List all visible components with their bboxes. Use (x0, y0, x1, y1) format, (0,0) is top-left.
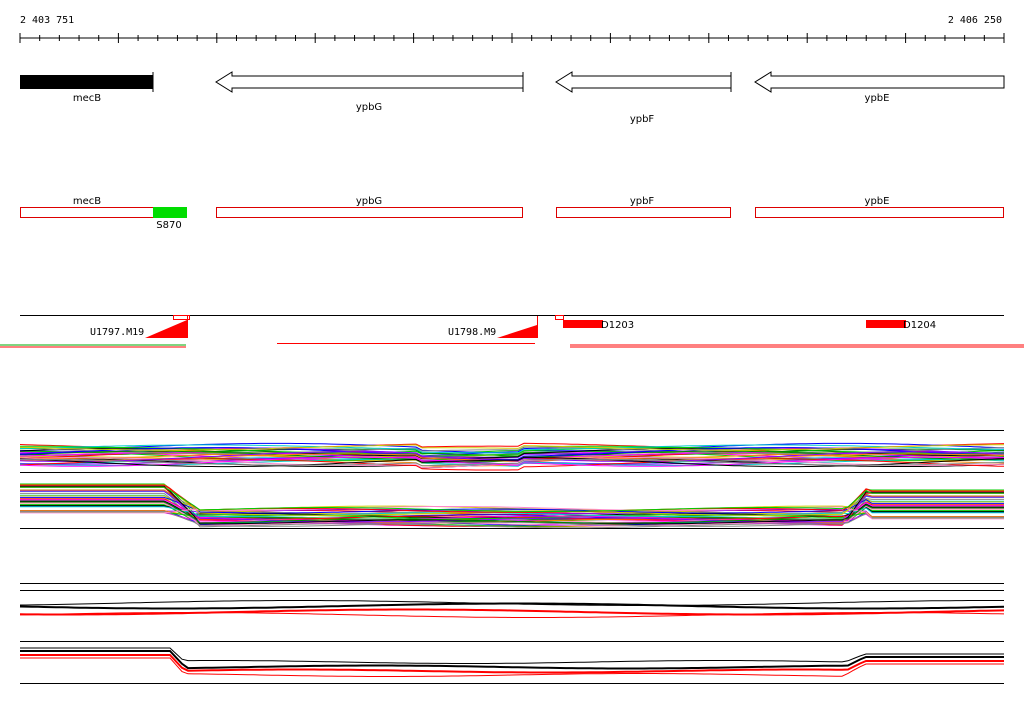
feature-D1203-marker (555, 315, 564, 320)
gene-label-ypbE: ypbE (865, 93, 890, 104)
feature-label-D1203: D1203 (601, 320, 634, 331)
gene-ypbE[interactable] (754, 71, 1005, 93)
expression-trace (20, 511, 1004, 527)
annotation-label-mecB: mecB (73, 196, 101, 207)
summary-trace (19, 608, 1005, 616)
expression-trace (19, 457, 1005, 469)
feature-label-U1797.M19: U1797.M19 (90, 327, 144, 338)
feature-label-U1798.M9: U1798.M9 (448, 327, 496, 338)
annotation-label-S870: S870 (156, 220, 181, 231)
summary-trace (20, 600, 1004, 606)
summary-trace (20, 654, 1004, 674)
annotation-ypbE[interactable] (755, 207, 1004, 218)
gene-mecB[interactable] (20, 75, 153, 89)
ruler-end-label: 2 406 250 (948, 15, 1002, 26)
expression-trace (19, 444, 1005, 454)
expression-trace (20, 501, 1004, 524)
expression-trace (20, 506, 1004, 520)
annotation-ypbF[interactable] (556, 207, 731, 218)
summary-trace (20, 647, 1004, 664)
summary-trace (20, 657, 1004, 677)
annotation-ypbG[interactable] (216, 207, 523, 218)
summary-trace (20, 650, 1004, 670)
expression-panel-multi (19, 430, 1005, 529)
annotation-S870[interactable] (153, 207, 187, 218)
summary-traces-top (19, 600, 1005, 618)
expression-traces-top (19, 442, 1005, 471)
annotation-mecB[interactable] (20, 207, 154, 218)
expression-trace (20, 511, 1004, 520)
summary-trace (19, 612, 1005, 618)
annotation-label-ypbG: ypbG (356, 196, 382, 207)
expression-trace (20, 490, 1004, 515)
coordinate-ruler: 2 403 751 2 406 250 (19, 15, 1005, 43)
summary-traces-bottom (20, 647, 1004, 677)
expression-trace (20, 490, 1004, 523)
expression-panel-summary (19, 583, 1005, 684)
feature-label-D1204: D1204 (903, 320, 936, 331)
feature-D1204[interactable] (866, 320, 906, 328)
feature-U1798.M9[interactable] (497, 325, 537, 338)
expression-traces-bottom (20, 483, 1004, 529)
annotation-label-ypbE: ypbE (865, 196, 890, 207)
expression-trace (19, 446, 1005, 455)
annotation-track: mecB S870 ypbG ypbF ypbE (20, 196, 1004, 231)
ruler-start-label: 2 403 751 (20, 15, 74, 26)
expression-trace (20, 459, 1005, 467)
gene-label-mecB: mecB (73, 93, 101, 104)
gene-track: mecB ypbG ypbF ypbE (20, 71, 1005, 125)
feature-D1203[interactable] (563, 320, 603, 328)
gene-ypbG[interactable] (215, 71, 524, 93)
feature-track: U1797.M19 U1798.M9 D1203 D1204 (0, 315, 1024, 348)
annotation-label-ypbF: ypbF (630, 196, 655, 207)
feature-U1797-marker (173, 315, 190, 320)
feature-U1797.M19[interactable] (145, 320, 187, 338)
gene-label-ypbF: ypbF (630, 114, 655, 125)
expression-trace (20, 498, 1004, 511)
expression-trace (19, 447, 1005, 457)
ruler-ticks (19, 33, 1005, 43)
expression-trace (20, 486, 1004, 512)
gene-label-ypbG: ypbG (356, 102, 382, 113)
expression-trace (19, 444, 1004, 451)
expression-trace (19, 456, 1005, 468)
gene-ypbF[interactable] (555, 71, 732, 93)
